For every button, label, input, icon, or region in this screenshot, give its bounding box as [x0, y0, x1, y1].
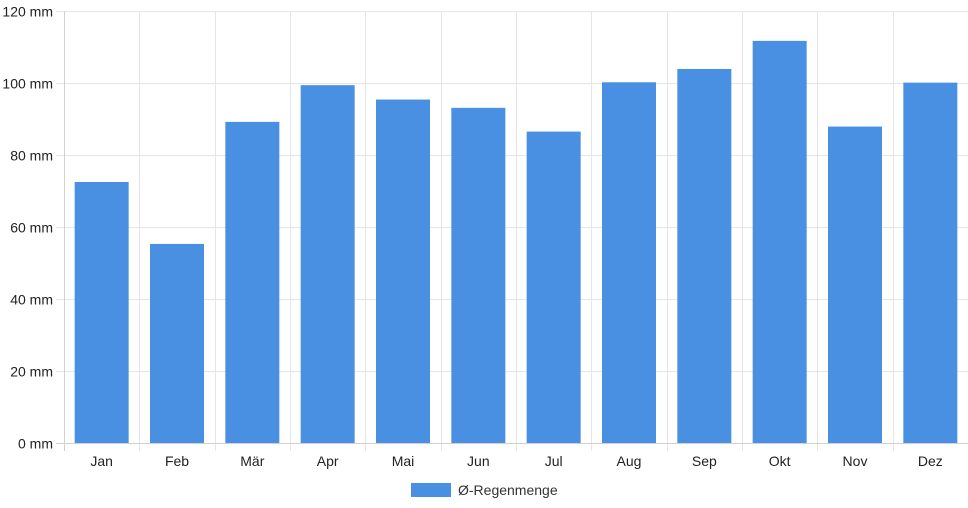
legend-label[interactable]: Ø-Regenmenge [458, 482, 558, 498]
x-tick-label: Mär [240, 453, 264, 469]
bar-apr[interactable] [300, 85, 355, 443]
y-tick-label: 80 mm [10, 148, 53, 164]
bar-aug[interactable] [602, 82, 656, 443]
legend[interactable]: Ø-Regenmenge [411, 482, 558, 498]
y-tick-label: 40 mm [10, 292, 53, 308]
bar-feb[interactable] [150, 243, 204, 443]
x-tick-label: Jun [467, 453, 490, 469]
bar-jun[interactable] [451, 107, 506, 443]
x-tick-labels: Jan Feb Mär Apr Mai Jun Jul Aug Sep Okt Nov Dez [90, 453, 942, 469]
bar-mai[interactable] [376, 99, 430, 443]
bar-sep[interactable] [677, 68, 732, 444]
x-tick-label: Nov [843, 453, 868, 469]
x-tick-label: Sep [692, 453, 717, 469]
y-tick-label: 120 mm [2, 4, 53, 20]
bar-nov[interactable] [828, 126, 882, 443]
bar-jan[interactable] [74, 182, 129, 443]
bar-okt[interactable] [752, 40, 807, 443]
y-tick-label: 20 mm [10, 364, 53, 380]
bars [74, 40, 958, 444]
x-tick-label: Mai [392, 453, 415, 469]
x-tick-label: Aug [617, 453, 642, 469]
x-tick-label: Feb [165, 453, 189, 469]
bar-dez[interactable] [903, 82, 958, 443]
legend-swatch[interactable] [411, 483, 451, 497]
grid-lines [56, 11, 968, 451]
bar-mär[interactable] [225, 121, 280, 443]
y-tick-label: 60 mm [10, 220, 53, 236]
x-tick-label: Dez [918, 453, 943, 469]
bar-jul[interactable] [526, 131, 581, 443]
x-tick-label: Jan [90, 453, 113, 469]
y-tick-label: 0 mm [18, 436, 53, 452]
x-tick-label: Okt [769, 453, 791, 469]
axes [56, 11, 968, 451]
x-tick-label: Apr [317, 453, 339, 469]
y-tick-labels: 0 mm 20 mm 40 mm 60 mm 80 mm 100 mm 120 mm [2, 4, 53, 452]
y-tick-label: 100 mm [2, 76, 53, 92]
x-tick-label: Jul [545, 453, 563, 469]
